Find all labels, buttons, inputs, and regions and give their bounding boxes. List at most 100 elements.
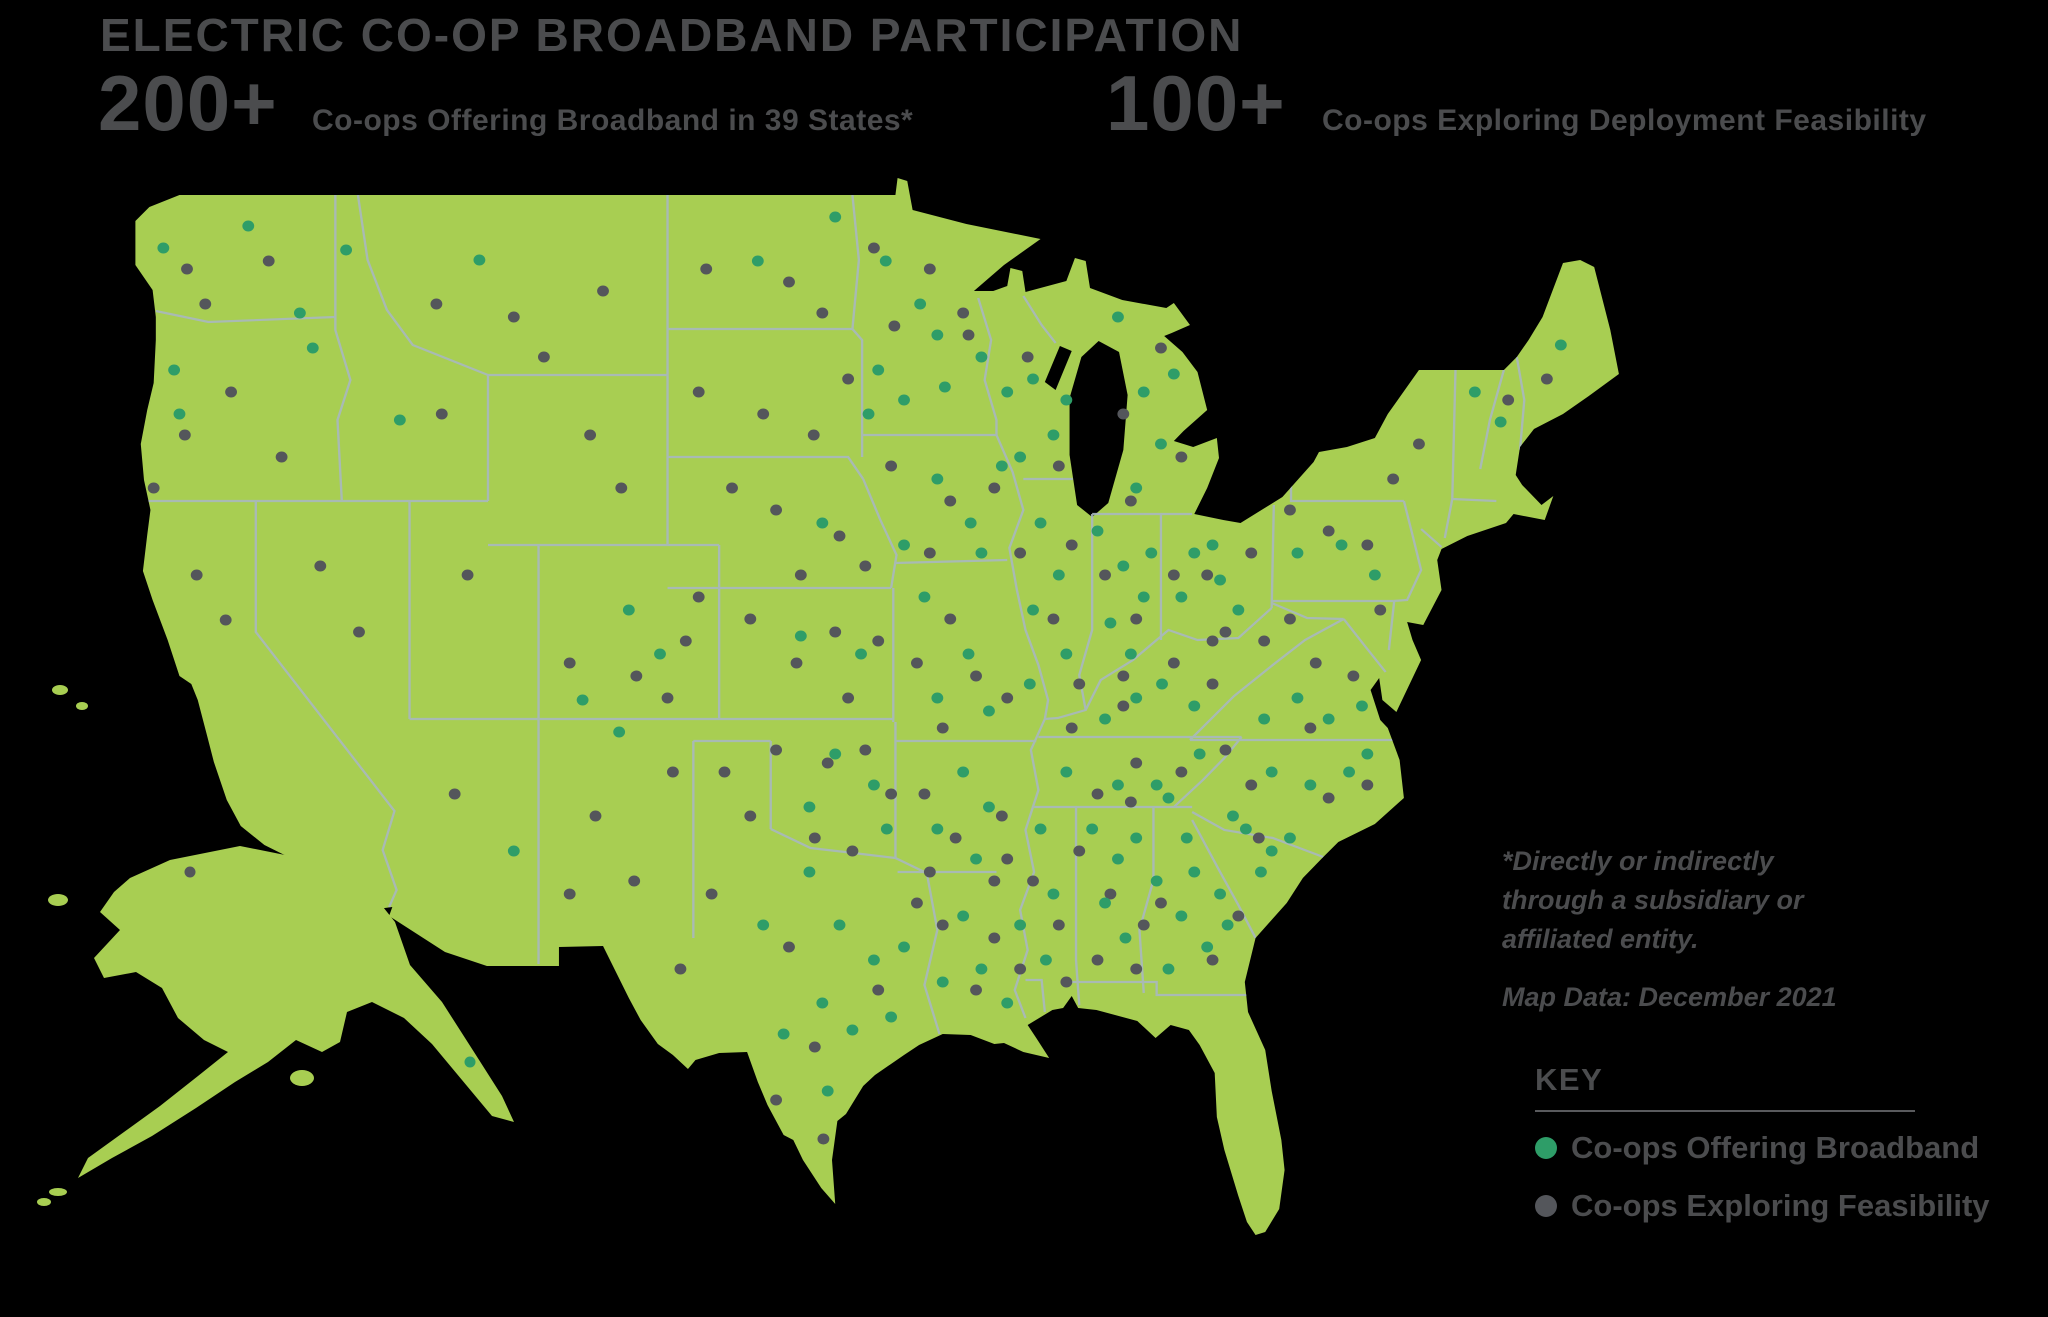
offering-dot [393,414,406,426]
stat-exploring-label: Co-ops Exploring Deployment Feasibility [1322,104,1927,137]
offering-dot [157,242,170,254]
exploring-dot [923,547,936,559]
offering-dot [1232,604,1245,616]
offering-dot [816,997,829,1009]
exploring-dot [988,932,1001,944]
offering-dot [293,307,306,319]
offering-dot [1112,311,1124,323]
exploring-dot [872,635,885,647]
offering-dot [1221,919,1234,931]
exploring-dots-layer [147,242,1553,1145]
exploring-dot [1245,547,1258,559]
offering-dot [1214,888,1226,900]
exploring-dot [537,351,550,363]
exploring-dot [1206,678,1219,690]
exploring-dot [1137,919,1150,931]
offering-dot [1494,416,1507,428]
offering-dot [1023,678,1036,690]
offering-dot [995,460,1008,472]
offering-dot [862,408,875,420]
exploring-dot [1206,954,1219,966]
offering-dot [816,517,829,529]
offering-dot [1014,451,1027,463]
offering-dot [931,329,944,341]
offering-dot [931,473,944,485]
offering-dot [1554,339,1567,351]
exploring-dot [770,744,783,756]
footnote-line: *Directly or indirectly [1502,846,1774,876]
offering-dot [1104,617,1117,629]
offering-dot [1034,823,1047,835]
offering-dot [1145,547,1158,559]
exploring-dot [1413,438,1425,450]
exploring-dot [1232,910,1245,922]
exploring-dot [888,320,901,332]
exploring-dot [718,766,731,778]
exploring-dot [829,626,842,638]
offering-dot [829,211,842,223]
legend-item-offering: Co-ops Offering Broadband [1535,1130,1979,1166]
exploring-dot [353,626,365,638]
exploring-dot [597,285,609,297]
offering-dot [962,648,975,660]
exploring-dot [589,810,602,822]
exploring-dot [808,832,821,844]
offering-dot [1258,713,1271,725]
page-title: ELECTRIC CO-OP BROADBAND PARTICIPATION [100,9,1244,61]
offering-dot [1130,482,1143,494]
exploring-dot [757,408,770,420]
exploring-dot [1117,408,1130,420]
offering-dot [1167,368,1180,380]
exploring-dot [1219,744,1232,756]
exploring-dot [957,307,970,319]
exploring-dot [770,504,783,516]
exploring-dot [1322,792,1335,804]
exploring-dot [615,482,628,494]
exploring-dot [1502,394,1515,406]
legend-label-offering: Co-ops Offering Broadband [1571,1130,1980,1165]
green-bay [1044,346,1072,390]
exploring-dot [808,1041,821,1053]
exploring-dot [817,1133,830,1145]
offering-dot [1201,941,1214,953]
offering-dot [1130,692,1143,704]
exploring-dot [1052,460,1065,472]
exploring-dot [1001,853,1014,865]
exploring-dot [744,810,757,822]
offering-dot [872,364,885,376]
exploring-dot [923,263,936,275]
offering-dot [803,866,816,878]
exploring-dot [692,591,705,603]
offering-dot [777,1028,790,1040]
footnote: *Directly or indirectly through a subsid… [1502,842,1804,959]
exploring-dot [1130,757,1143,769]
offering-dot [1356,700,1368,712]
exploring-dot [783,276,795,288]
offering-dot [1193,748,1206,760]
exploring-dot [1130,963,1143,975]
exploring-dot [885,788,898,800]
exploring-dot [1124,495,1137,507]
exploring-dot [995,810,1008,822]
exploring-dot [563,888,576,900]
offering-dot [507,845,520,857]
offering-dot [473,254,486,266]
offering-dot [1099,713,1111,725]
offering-dot [1188,700,1201,712]
stat-exploring-value: 100+ [1106,59,1286,147]
exploring-dot [1001,692,1014,704]
offering-dot [1343,766,1355,778]
offering-dot [1255,866,1267,878]
offering-dot [1284,832,1296,844]
offering-dot [1227,810,1239,822]
exploring-dot [1065,722,1078,734]
offering-dot [938,381,951,393]
alaska-offering-dots-layer [464,1056,476,1068]
alaska-landmass [78,846,514,1178]
alaska-island [76,702,88,710]
exploring-dot [1155,897,1167,909]
offering-dot [803,801,816,813]
exploring-dot [1124,796,1137,808]
exploring-dot [1167,569,1180,581]
